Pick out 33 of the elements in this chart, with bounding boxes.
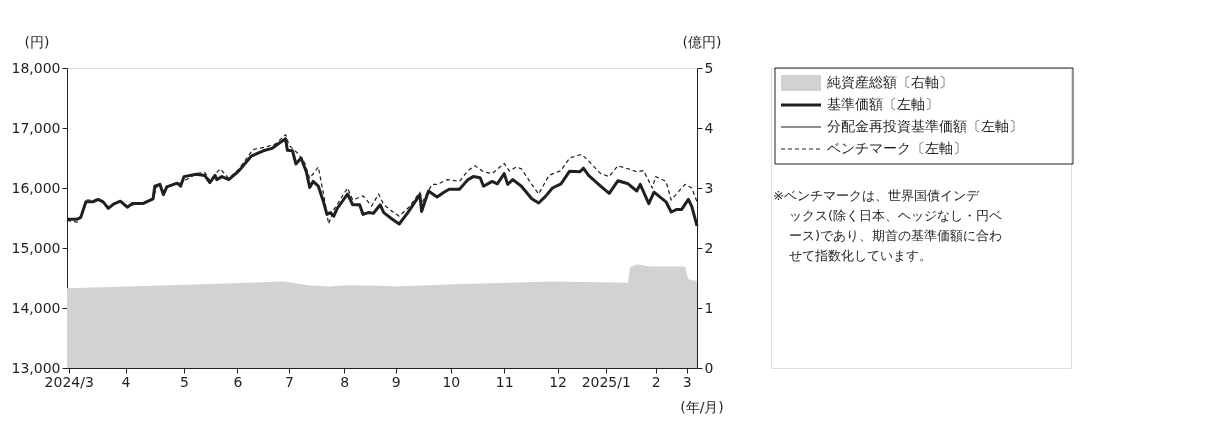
x-tick-label: 10 [442, 373, 461, 390]
y2-axis-title: (億円) [682, 34, 722, 50]
x-axis-title: (年/月) [680, 399, 724, 415]
y-tick-label: 15,000 [11, 239, 61, 256]
x-tick-label: 6 [233, 373, 243, 390]
x-tick-label: 2025/1 [581, 373, 631, 390]
legend-label: 純資産総額〔右軸〕 [827, 74, 953, 90]
y2-tick-label: 0 [704, 359, 714, 376]
y2-tick-label: 3 [704, 179, 714, 196]
text: ※ベンチマークは、世界国債インデックス(除く日本、ヘッジなし・円ベース)であり、期首の基準価額に合わせて指数化しています。 [773, 188, 1003, 263]
x-tick-label: 12 [549, 373, 567, 390]
x-tick-label: 8 [340, 373, 350, 390]
y-tick-label: 17,000 [11, 119, 61, 136]
y-tick-label: 13,000 [11, 359, 61, 376]
y-axis-title: (円) [24, 34, 50, 50]
x-tick-label: 4 [121, 373, 131, 390]
legend-label: 分配金再投資基準価額〔左軸〕 [827, 118, 1023, 134]
y-tick-label: 16,000 [11, 179, 61, 196]
x-tick-label: 2024/3 [44, 373, 94, 390]
y-tick-label: 18,000 [11, 59, 61, 76]
x-tick-label: 3 [682, 373, 692, 390]
y-tick-label: 14,000 [11, 299, 61, 316]
y2-tick-label: 1 [704, 299, 714, 316]
y2-tick-label: 5 [704, 59, 714, 76]
x-tick-label: 11 [495, 373, 514, 390]
legend-label: ベンチマーク〔左軸〕 [827, 140, 967, 156]
y2-tick-label: 2 [704, 239, 714, 256]
legend-label: 基準価額〔左軸〕 [827, 96, 939, 112]
x-tick-label: 7 [285, 373, 295, 390]
x-tick-label: 5 [180, 373, 190, 390]
x-tick-label: 9 [391, 373, 401, 390]
x-tick-label: 2 [651, 373, 661, 390]
y2-tick-label: 4 [704, 119, 714, 136]
